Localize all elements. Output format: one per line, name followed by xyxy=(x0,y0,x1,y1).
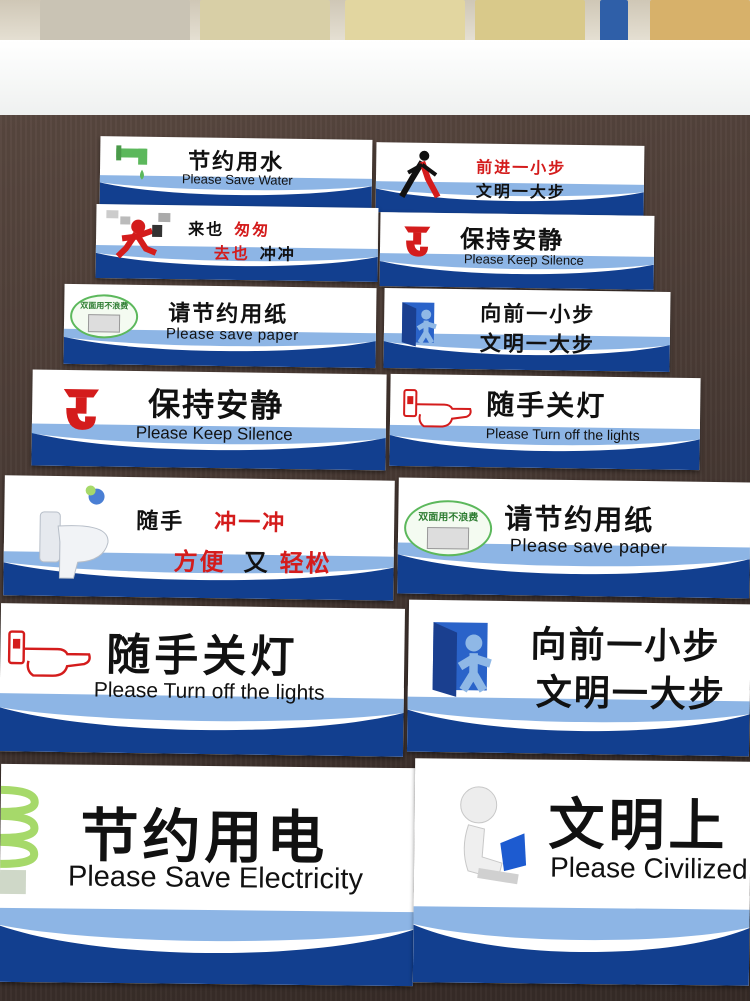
sign-line-2-red-b: 轻松 xyxy=(279,549,332,578)
sign-title: 保持安静 xyxy=(459,225,565,255)
sign-title: 请节约用纸 xyxy=(504,502,655,538)
sign-step-forward: 前进一小步 文明一大步 xyxy=(375,142,645,216)
badge-text: 双面用不浪费 xyxy=(418,511,479,524)
sign-subtitle: Please Civilized xyxy=(549,851,748,885)
faucet-icon xyxy=(116,145,148,180)
sign-subtitle: Please save paper xyxy=(165,325,299,345)
sign-keep-silence: 保持安静 Please Keep Silence xyxy=(379,212,655,290)
finger-on-lips-icon xyxy=(63,389,100,430)
background-wall xyxy=(0,40,750,120)
sign-line-1: 前进一小步 xyxy=(476,157,567,178)
sign-title: 随手关灯 xyxy=(486,388,607,423)
sign-title: 文明上 xyxy=(548,792,729,860)
sign-subtitle: Please Turn off the lights xyxy=(485,425,640,444)
light-switch-hand-icon xyxy=(403,389,472,428)
sign-come-and-go: 来也 匆匆 去也 冲冲 xyxy=(95,204,379,282)
sign-line-2-red: 去也 xyxy=(213,243,251,264)
sign-lights-off-2: 随手关灯 Please Turn off the lights xyxy=(0,603,406,757)
sign-save-electricity: 节约用电 Please Save Electricity xyxy=(0,763,416,987)
sign-save-water: 节约用水 Please Save Water xyxy=(99,136,373,210)
sign-subtitle: Please save paper xyxy=(509,535,668,558)
sign-line-2: 文明一大步 xyxy=(475,181,566,202)
sign-line-2: 文明一大步 xyxy=(535,672,727,717)
sign-step-forward-3: 向前一小步 文明一大步 xyxy=(406,599,750,757)
door-person-icon xyxy=(401,302,437,347)
sign-title: 保持安静 xyxy=(147,385,285,426)
double-sided-paper-icon: 双面用不浪费 xyxy=(403,499,493,557)
sign-title: 随手关灯 xyxy=(105,629,299,684)
person-with-laptop-icon xyxy=(460,786,527,885)
sign-line-1: 向前一小步 xyxy=(480,301,596,327)
sign-line-1-red: 冲一冲 xyxy=(214,510,287,537)
energy-saving-bulb-icon xyxy=(0,785,39,895)
running-person-icon xyxy=(106,210,171,259)
finger-on-lips-icon xyxy=(404,226,431,257)
sign-line-2-red-a: 方便 xyxy=(173,547,226,577)
sign-subtitle: Please Save Water xyxy=(181,171,293,188)
double-sided-paper-icon: 双面用不浪费 xyxy=(69,293,139,339)
sign-line-2-black: 冲冲 xyxy=(259,244,296,264)
door-person-icon xyxy=(432,622,492,697)
sign-title: 请节约用纸 xyxy=(167,301,289,328)
sign-line-2: 文明一大步 xyxy=(479,331,595,357)
sign-lights-off: 随手关灯 Please Turn off the lights xyxy=(389,373,701,471)
background-shelf xyxy=(0,0,750,48)
sign-line-1-black: 来也 xyxy=(188,219,225,239)
sign-subtitle: Please Turn off the lights xyxy=(93,678,325,705)
light-switch-hand-icon xyxy=(7,630,91,677)
sign-subtitle: Please Keep Silence xyxy=(463,251,584,268)
sign-line-2-black: 又 xyxy=(243,548,270,577)
sign-flush: 随手 冲一冲 方便 又 轻松 xyxy=(3,475,395,601)
sign-keep-silence-2: 保持安静 Please Keep Silence xyxy=(31,369,387,471)
sign-save-paper: 双面用不浪费 请节约用纸 Please save paper xyxy=(63,283,377,369)
sign-step-forward-2: 向前一小步 文明一大步 xyxy=(383,288,671,372)
sign-save-paper-2: 双面用不浪费 请节约用纸 Please save paper xyxy=(397,477,750,599)
sign-civilized: 文明上 Please Civilized xyxy=(412,758,750,986)
sign-line-1-black: 随手 xyxy=(136,509,185,535)
sign-subtitle: Please Save Electricity xyxy=(67,860,364,896)
sign-line-1: 向前一小步 xyxy=(530,624,721,668)
walking-person-icon xyxy=(399,150,441,199)
sign-line-1-red: 匆匆 xyxy=(234,219,271,240)
toilet-icon xyxy=(39,485,109,579)
sign-subtitle: Please Keep Silence xyxy=(135,422,293,445)
badge-text: 双面用不浪费 xyxy=(80,301,129,311)
